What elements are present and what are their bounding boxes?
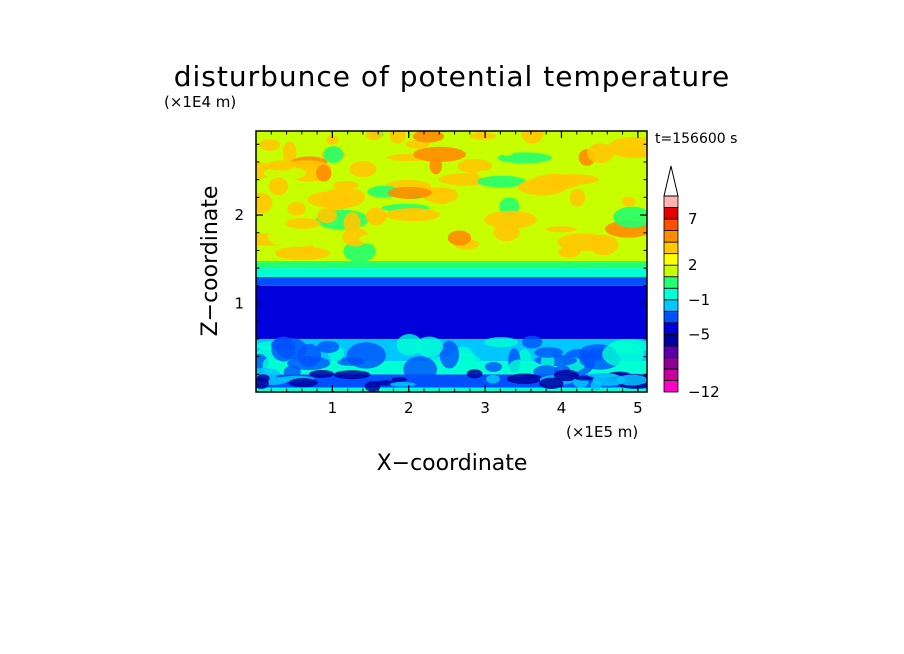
colorbar-label-5: −5 <box>688 325 710 343</box>
y-axis-label: Z−coordinate <box>198 186 223 337</box>
field-band-7 <box>256 261 647 269</box>
colorbar-swatch-12 <box>663 241 679 255</box>
colorbar-swatch-14 <box>663 218 679 231</box>
y-scale-label: (×1E4 m) <box>164 93 236 111</box>
x-tick-label-1: 1 <box>328 399 338 417</box>
colorbar: −12−5−127 <box>663 165 720 401</box>
plot-area <box>256 131 647 392</box>
colorbar-label-8: −1 <box>688 291 710 309</box>
colorbar-label-15: 7 <box>688 210 698 228</box>
colorbar-swatch-7 <box>663 299 679 312</box>
x-scale-label: (×1E5 m) <box>566 423 638 441</box>
colorbar-swatch-2 <box>663 357 679 370</box>
y-tick-label-2: 2 <box>234 206 244 224</box>
colorbar-swatch-11 <box>663 253 679 266</box>
field-band-0 <box>256 387 647 392</box>
field-band-5 <box>256 276 647 286</box>
chart-title: disturbunce of potential temperature <box>174 60 731 93</box>
colorbar-label-0: −12 <box>688 383 720 401</box>
colorbar-swatch-13 <box>663 230 679 243</box>
y-tick-label-1: 1 <box>234 295 244 313</box>
x-tick-label-2: 2 <box>404 399 414 417</box>
x-axis-label: X−coordinate <box>377 451 528 476</box>
colorbar-swatch-16 <box>663 195 679 208</box>
field-band-6 <box>256 268 647 277</box>
colorbar-swatch-1 <box>663 368 679 381</box>
colorbar-swatch-8 <box>663 287 679 301</box>
colorbar-swatch-10 <box>663 264 679 278</box>
colorbar-swatch-0 <box>663 380 679 393</box>
plot-frame <box>255 130 648 393</box>
x-tick-label-4: 4 <box>557 399 567 417</box>
colorbar-label-11: 2 <box>688 256 698 274</box>
x-tick-label-5: 5 <box>633 399 643 417</box>
colorbar-extend-arrow <box>663 165 679 197</box>
time-label: t=156600 s <box>655 131 737 147</box>
colorbar-swatch-4 <box>663 333 679 347</box>
colorbar-swatch-15 <box>663 207 679 220</box>
colorbar-swatch-5 <box>663 322 679 335</box>
colorbar-swatch-9 <box>663 276 679 289</box>
y-axis: 12 <box>234 143 647 375</box>
field-band-4 <box>256 285 647 339</box>
x-tick-label-3: 3 <box>480 399 490 417</box>
colorbar-swatch-3 <box>663 345 679 358</box>
x-axis: 1 2 3 4 5 <box>270 131 643 417</box>
colorbar-swatch-6 <box>663 310 679 324</box>
